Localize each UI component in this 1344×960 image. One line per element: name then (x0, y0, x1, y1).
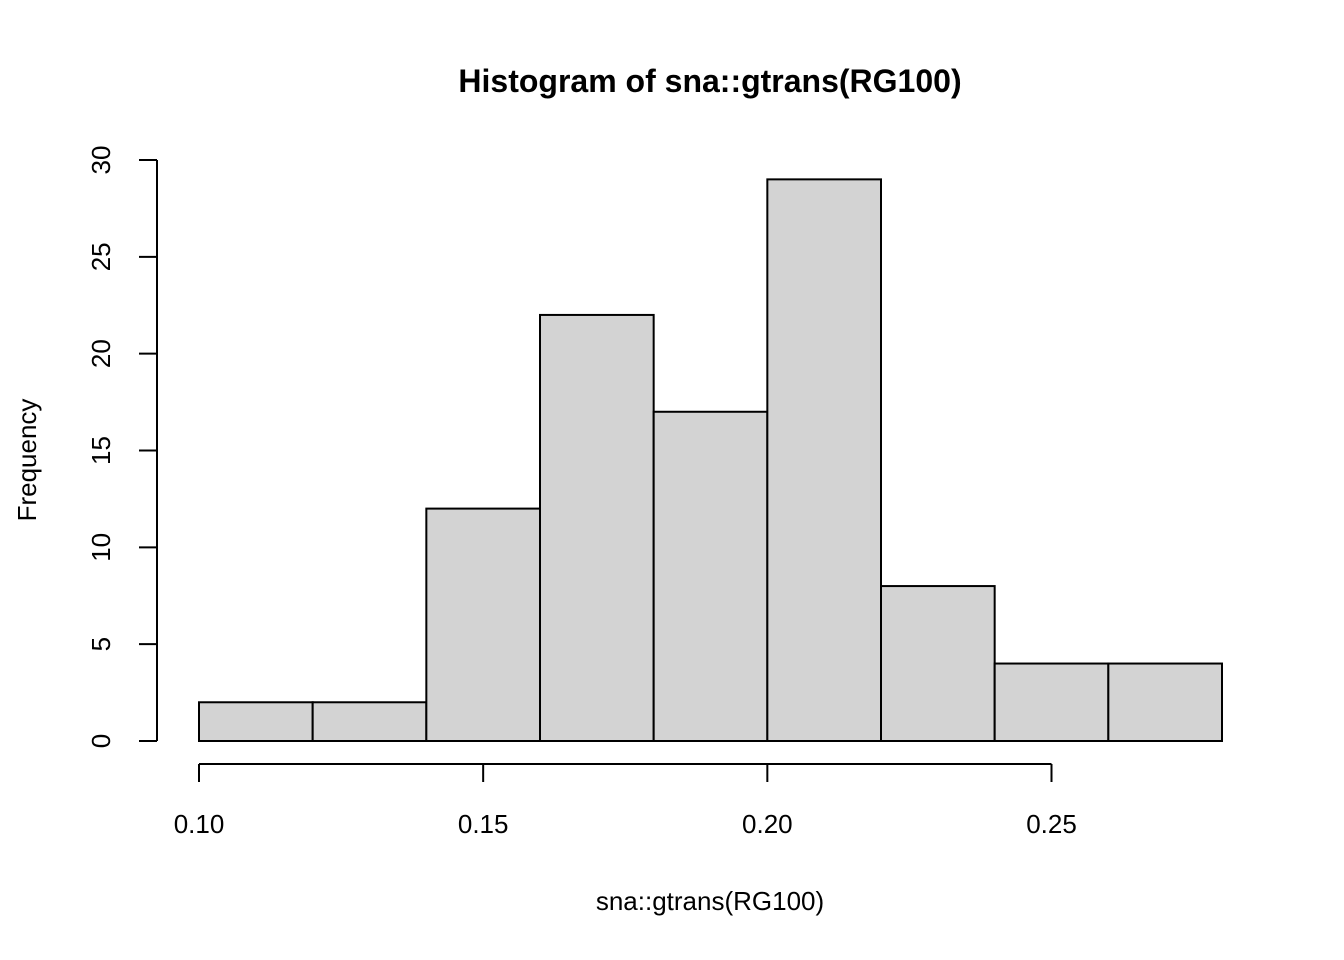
histogram-bar-9 (1107, 662, 1224, 742)
x-tick-label: 0.20 (742, 809, 793, 839)
y-tick-label: 25 (86, 242, 116, 271)
y-tick-label: 15 (86, 436, 116, 465)
chart-title: Histogram of sna::gtrans(RG100) (458, 63, 961, 99)
y-tick-label: 0 (86, 734, 116, 748)
x-tick-label: 0.25 (1026, 809, 1077, 839)
histogram-bar-6 (766, 178, 882, 743)
y-tick-label: 10 (86, 533, 116, 562)
histogram-bar-5 (652, 410, 769, 742)
y-tick-label: 20 (86, 339, 116, 368)
y-tick-label: 30 (86, 146, 116, 175)
y-axis-label: Frequency (12, 399, 42, 522)
histogram-bar-7 (880, 585, 996, 742)
histogram-bar-2 (311, 701, 428, 742)
histogram-bar-8 (993, 662, 1110, 742)
histogram-bar-3 (425, 507, 542, 742)
x-axis: 0.10 0.15 0.20 0.25 (174, 763, 1077, 839)
x-tick-label: 0.15 (458, 809, 509, 839)
x-tick-label: 0.10 (174, 809, 225, 839)
y-axis: 0 5 10 15 20 25 30 (86, 146, 158, 748)
bars-group (198, 178, 1224, 743)
histogram-bar-1 (198, 701, 314, 742)
histogram-bar-4 (539, 313, 655, 742)
x-axis-label: sna::gtrans(RG100) (596, 886, 824, 916)
y-tick-label: 5 (86, 637, 116, 651)
